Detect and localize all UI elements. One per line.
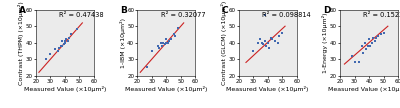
Point bbox=[154, 45, 161, 47]
Point bbox=[56, 47, 62, 48]
Y-axis label: 1-IBM (×10μm²): 1-IBM (×10μm²) bbox=[120, 18, 126, 68]
X-axis label: Measured Value (×10μm²): Measured Value (×10μm²) bbox=[24, 86, 106, 92]
Point bbox=[279, 32, 285, 34]
Point bbox=[47, 53, 54, 55]
Y-axis label: Contrast (GLCM) (×10μm²): Contrast (GLCM) (×10μm²) bbox=[221, 1, 227, 85]
Point bbox=[65, 40, 71, 42]
Y-axis label: 1-Energy (×10μm²): 1-Energy (×10μm²) bbox=[322, 12, 328, 73]
Text: R² = 0.47438: R² = 0.47438 bbox=[59, 12, 104, 18]
Point bbox=[170, 34, 177, 35]
Point bbox=[367, 45, 374, 47]
Point bbox=[157, 42, 164, 44]
X-axis label: Measured Value (×10μm²): Measured Value (×10μm²) bbox=[226, 86, 309, 92]
Text: R² = 0.15224: R² = 0.15224 bbox=[363, 12, 400, 18]
Point bbox=[59, 45, 65, 47]
Point bbox=[163, 39, 170, 40]
Point bbox=[356, 62, 362, 63]
Point bbox=[269, 39, 275, 40]
Point bbox=[250, 50, 256, 52]
Point bbox=[272, 40, 278, 42]
Point bbox=[363, 48, 369, 50]
Point bbox=[163, 42, 170, 44]
Point bbox=[351, 62, 358, 63]
Point bbox=[43, 58, 49, 60]
Point bbox=[373, 37, 380, 39]
Point bbox=[156, 47, 162, 48]
X-axis label: Measured Value (×10μm²): Measured Value (×10μm²) bbox=[125, 86, 208, 92]
Text: R² = 0.098814: R² = 0.098814 bbox=[262, 12, 311, 18]
Point bbox=[276, 35, 282, 37]
Point bbox=[262, 14, 268, 16]
Y-axis label: Contrast (THPM) (×10μm²): Contrast (THPM) (×10μm²) bbox=[18, 1, 24, 85]
Point bbox=[63, 39, 70, 40]
Point bbox=[66, 37, 72, 39]
Point bbox=[266, 47, 272, 48]
Text: B: B bbox=[120, 6, 127, 15]
Point bbox=[168, 39, 174, 40]
Point bbox=[369, 42, 375, 44]
Point bbox=[166, 40, 172, 42]
Point bbox=[52, 48, 58, 50]
Point bbox=[164, 42, 171, 44]
Point bbox=[175, 27, 181, 29]
Point bbox=[68, 34, 74, 35]
X-axis label: Measured Value (×10μm²): Measured Value (×10μm²) bbox=[328, 86, 400, 92]
Point bbox=[73, 29, 80, 30]
Point bbox=[348, 55, 355, 57]
Point bbox=[162, 43, 168, 45]
Point bbox=[160, 42, 167, 44]
Point bbox=[380, 32, 387, 34]
Point bbox=[59, 40, 65, 42]
Point bbox=[370, 37, 376, 39]
Text: C: C bbox=[221, 6, 228, 15]
Point bbox=[159, 45, 165, 47]
Point bbox=[60, 43, 67, 45]
Point bbox=[360, 52, 366, 53]
Point bbox=[263, 45, 270, 47]
Point bbox=[172, 35, 178, 37]
Point bbox=[58, 45, 64, 47]
Text: D: D bbox=[323, 6, 330, 15]
Point bbox=[259, 42, 265, 44]
Point bbox=[374, 35, 381, 37]
Point bbox=[62, 40, 68, 42]
Text: A: A bbox=[19, 6, 26, 15]
Point bbox=[262, 40, 268, 42]
Point bbox=[366, 39, 372, 40]
Point bbox=[254, 42, 261, 44]
Point bbox=[362, 42, 368, 44]
Point bbox=[359, 45, 365, 47]
Point bbox=[267, 37, 274, 39]
Point bbox=[364, 45, 371, 47]
Point bbox=[62, 42, 68, 44]
Text: R² = 0.32077: R² = 0.32077 bbox=[160, 12, 205, 18]
Point bbox=[257, 39, 264, 40]
Point bbox=[54, 50, 61, 52]
Point bbox=[144, 67, 151, 68]
Point bbox=[149, 50, 155, 52]
Point bbox=[275, 42, 281, 44]
Point bbox=[372, 40, 378, 42]
Point bbox=[260, 43, 266, 45]
Point bbox=[264, 42, 271, 44]
Point bbox=[378, 34, 384, 35]
